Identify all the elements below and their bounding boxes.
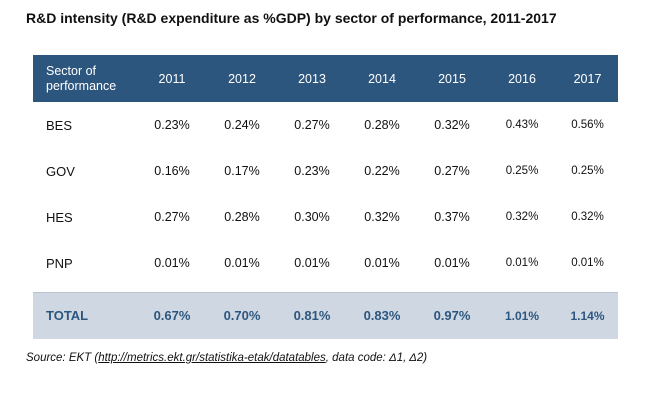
table-cell: 0.32% [434,118,470,132]
header-year: 2012 [228,71,256,86]
table-cell: 0.37% [434,210,470,224]
header-year: 2014 [368,71,396,86]
table-cell: 0.25% [571,165,604,177]
table-row-total: TOTAL 0.67% 0.70% 0.81% 0.83% 0.97% 1.01… [33,292,618,339]
table-cell: 0.01% [505,257,539,269]
table-cell: 0.24% [224,118,260,132]
table-cell: 0.01% [571,257,604,269]
table-cell: 0.01% [224,256,260,270]
total-cell: 0.70% [223,308,261,324]
divider-line [33,286,618,293]
table-cell: 0.23% [294,164,330,178]
header-year: 2011 [158,71,186,86]
row-sector-label: BES [46,117,73,133]
row-sector-label: HES [46,209,73,225]
header-year: 2016 [508,71,536,86]
table-cell: 0.32% [364,210,400,224]
table-cell: 0.01% [434,256,470,270]
table-cell: 0.01% [154,256,190,270]
source-note: Source: EKT (http://metrics.ekt.gr/stati… [26,352,427,364]
header-sector-line2: performance [46,78,117,93]
header-sector-line1: Sector of [46,63,97,78]
total-cell: 0.67% [153,308,191,324]
table-cell: 0.01% [364,256,400,270]
table-cell: 0.16% [154,164,190,178]
table-cell: 0.22% [364,164,400,178]
table-cell: 0.30% [294,210,330,224]
row-sector-label: GOV [46,163,75,179]
table-cell: 0.17% [224,164,260,178]
table-cell: 0.25% [505,165,539,177]
table-cell: 0.27% [294,118,330,132]
table-divider [33,286,618,293]
table-row-gov: GOV 0.16% 0.17% 0.23% 0.22% 0.27% 0.25% … [33,148,618,194]
source-prefix: Source: EKT ( [26,352,99,364]
source-link[interactable]: http://metrics.ekt.gr/statistika-etak/da… [98,352,326,364]
table-cell: 0.27% [154,210,190,224]
table-cell: 0.27% [434,164,470,178]
rd-intensity-table: Sector of performance 2011 2012 2013 201… [33,55,618,339]
source-suffix: , data code: Δ1, Δ2) [325,352,428,364]
total-cell: 0.81% [293,308,331,324]
total-cell: 0.83% [363,308,401,324]
table-cell: 0.56% [571,119,604,131]
table-row-bes: BES 0.23% 0.24% 0.27% 0.28% 0.32% 0.43% … [33,102,618,148]
page-title: R&D intensity (R&D expenditure as %GDP) … [26,10,557,26]
header-year: 2013 [298,71,326,86]
total-cell: 0.97% [433,308,471,324]
table-header-row: Sector of performance 2011 2012 2013 201… [33,55,618,102]
table-cell: 0.28% [364,118,400,132]
header-year: 2015 [438,71,466,86]
table-cell: 0.23% [154,118,190,132]
table-cell: 0.01% [294,256,330,270]
row-total-label: TOTAL [46,308,89,324]
table-cell: 0.28% [224,210,260,224]
table-row-pnp: PNP 0.01% 0.01% 0.01% 0.01% 0.01% 0.01% … [33,240,618,286]
total-cell: 1.01% [504,308,540,323]
row-sector-label: PNP [46,255,73,271]
header-sector: Sector of performance [33,55,137,102]
table-cell: 0.32% [505,211,539,223]
table-cell: 0.32% [571,211,604,223]
table-cell: 0.43% [505,119,539,131]
header-year: 2017 [573,71,602,86]
total-cell: 1.14% [570,308,605,323]
table-row-hes: HES 0.27% 0.28% 0.30% 0.32% 0.37% 0.32% … [33,194,618,240]
